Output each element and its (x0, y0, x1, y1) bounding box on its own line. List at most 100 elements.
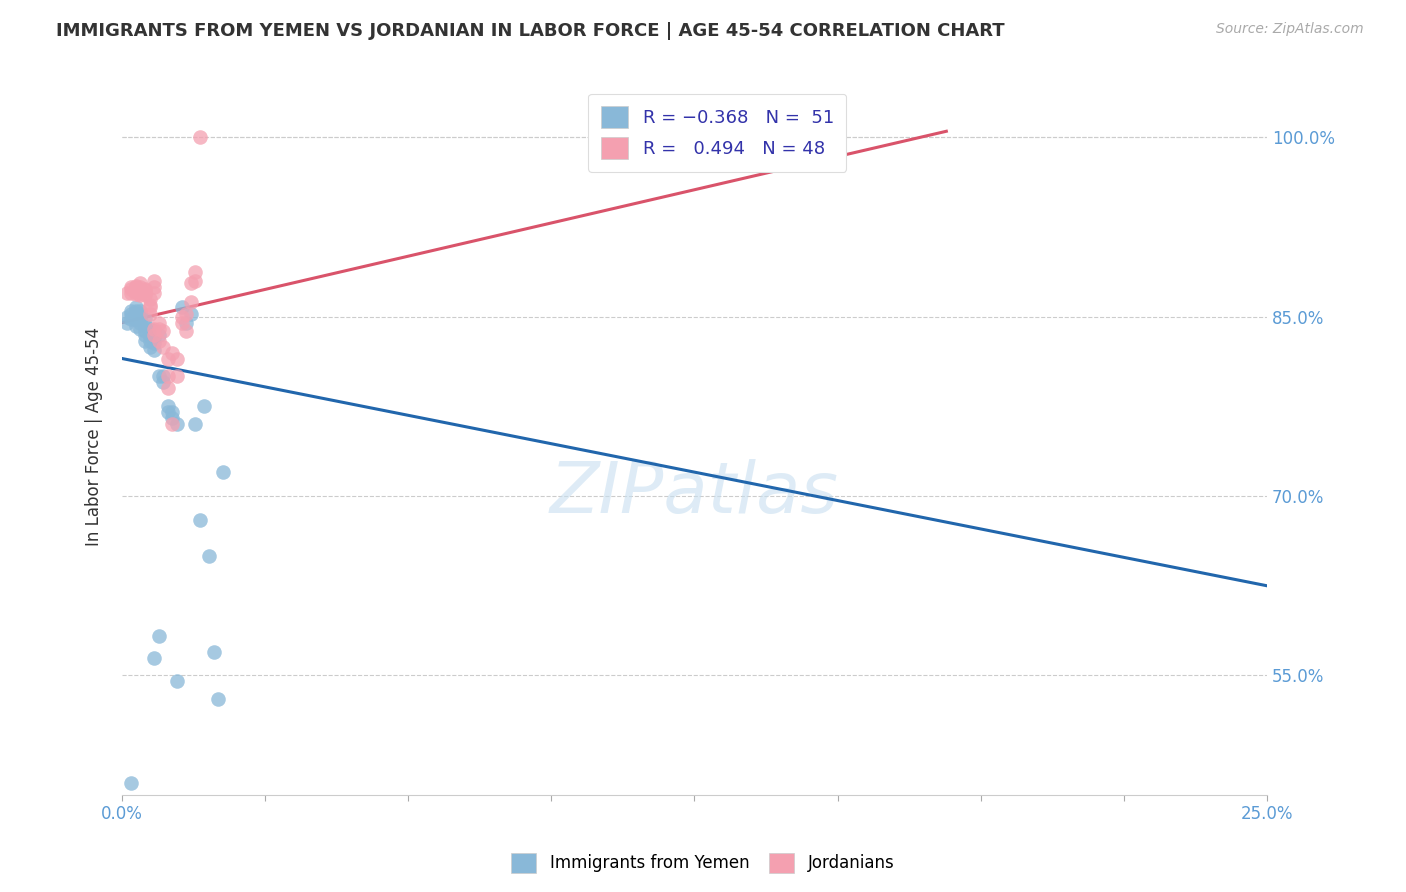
Point (115, 316, 138, 330)
Point (148, 334, 170, 348)
Point (156, 400, 179, 414)
Y-axis label: In Labor Force | Age 45-54: In Labor Force | Age 45-54 (86, 326, 103, 546)
Point (162, 411, 184, 425)
Point (129, 321, 152, 335)
Point (211, 465, 233, 479)
Point (138, 327, 160, 342)
Point (129, 279, 152, 293)
Point (202, 644, 225, 658)
Point (134, 282, 156, 296)
Point (152, 369, 174, 384)
Point (148, 316, 170, 330)
Point (184, 274, 207, 288)
Point (180, 307, 202, 321)
Point (188, 130, 211, 145)
Point (125, 303, 148, 318)
Point (152, 376, 174, 390)
Point (174, 324, 197, 338)
Point (166, 369, 188, 384)
Point (170, 316, 193, 330)
Point (115, 310, 138, 324)
Point (143, 331, 166, 345)
Point (129, 283, 152, 297)
Legend: Immigrants from Yemen, Jordanians: Immigrants from Yemen, Jordanians (505, 847, 901, 880)
Point (162, 417, 184, 432)
Point (120, 307, 142, 321)
Point (129, 303, 152, 318)
Point (125, 319, 148, 334)
Point (193, 400, 215, 414)
Point (162, 345, 184, 359)
Point (120, 285, 142, 300)
Point (198, 549, 221, 563)
Point (143, 279, 166, 293)
Point (125, 300, 148, 314)
Point (134, 324, 156, 338)
Point (170, 310, 193, 324)
Point (134, 312, 156, 326)
Point (125, 312, 148, 326)
Point (166, 351, 188, 366)
Point (180, 276, 202, 290)
Point (129, 312, 152, 326)
Point (148, 629, 170, 643)
Point (184, 417, 207, 432)
Point (188, 513, 211, 527)
Point (174, 316, 197, 330)
Point (156, 351, 179, 366)
Point (129, 316, 152, 330)
Point (129, 288, 152, 302)
Legend: R = −0.368   N =  51, R =   0.494   N = 48: R = −0.368 N = 51, R = 0.494 N = 48 (588, 94, 846, 172)
Point (134, 285, 156, 300)
Point (134, 283, 156, 297)
Point (170, 300, 193, 314)
Point (120, 312, 142, 326)
Point (134, 327, 156, 342)
Point (129, 307, 152, 321)
Point (125, 307, 148, 321)
Point (120, 282, 142, 296)
Point (138, 298, 160, 312)
Text: ZIPatlas: ZIPatlas (550, 459, 839, 528)
Point (148, 369, 170, 384)
Point (125, 281, 148, 295)
Point (129, 285, 152, 300)
Point (138, 292, 160, 306)
Point (156, 381, 179, 395)
Point (120, 303, 142, 318)
Point (152, 340, 174, 354)
Point (129, 276, 152, 290)
Point (138, 321, 160, 335)
Point (180, 295, 202, 310)
Point (138, 340, 160, 354)
Point (143, 335, 166, 350)
Point (143, 650, 166, 665)
Point (143, 343, 166, 358)
Point (143, 324, 166, 338)
Point (143, 285, 166, 300)
Point (143, 321, 166, 335)
Point (166, 674, 188, 689)
Point (125, 287, 148, 301)
Point (174, 307, 197, 321)
Point (120, 776, 142, 790)
Point (115, 285, 138, 300)
Point (138, 334, 160, 348)
Point (143, 274, 166, 288)
Point (125, 278, 148, 293)
Point (138, 307, 160, 321)
Point (125, 285, 148, 299)
Point (120, 279, 142, 293)
Text: IMMIGRANTS FROM YEMEN VS JORDANIAN IN LABOR FORCE | AGE 45-54 CORRELATION CHART: IMMIGRANTS FROM YEMEN VS JORDANIAN IN LA… (56, 22, 1005, 40)
Point (152, 324, 174, 338)
Point (156, 405, 179, 419)
Point (184, 265, 207, 279)
Point (207, 692, 229, 706)
Point (162, 405, 184, 419)
Point (148, 321, 170, 335)
Point (134, 288, 156, 302)
Point (148, 327, 170, 342)
Text: Source: ZipAtlas.com: Source: ZipAtlas.com (1216, 22, 1364, 37)
Point (125, 279, 148, 293)
Point (156, 369, 179, 384)
